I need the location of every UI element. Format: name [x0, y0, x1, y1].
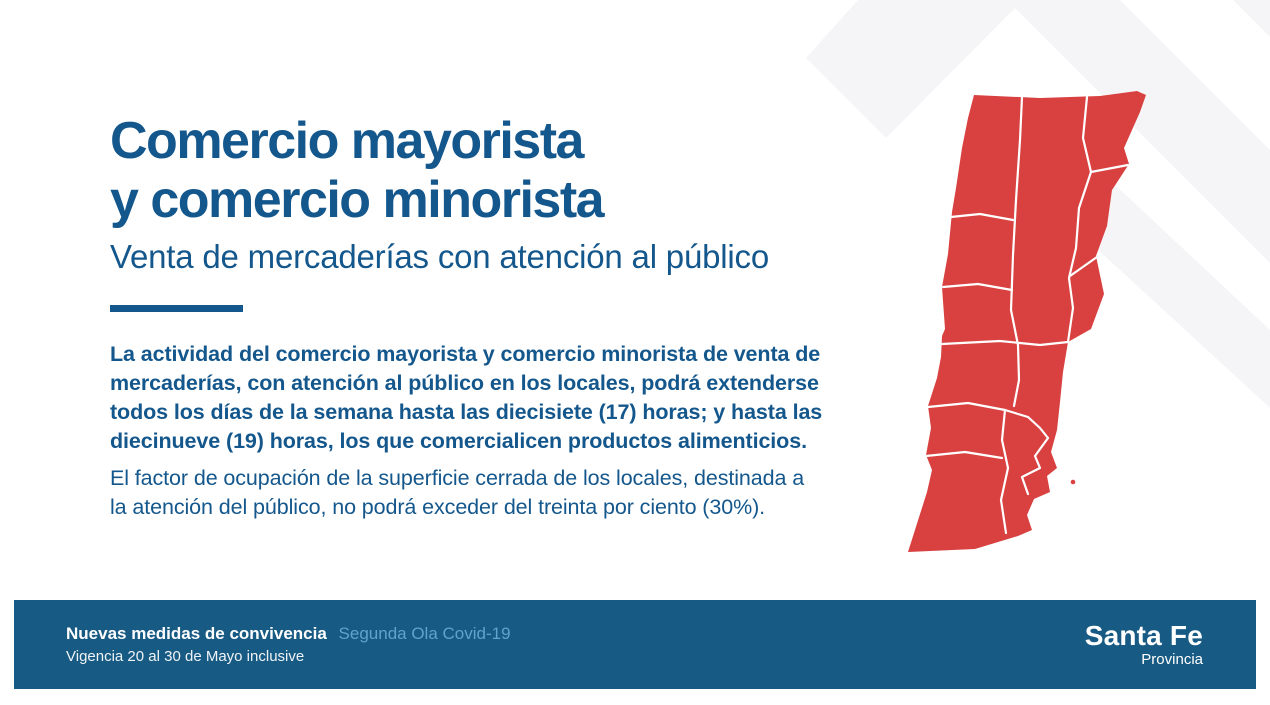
paragraph-line: El factor de ocupación de la superficie … [110, 466, 805, 490]
paragraph-line: la atención del público, no podrá excede… [110, 495, 766, 519]
footer-heading-light: Segunda Ola Covid-19 [338, 624, 511, 643]
paragraph-line: La actividad del comercio mayorista y co… [110, 342, 821, 366]
department-borders [924, 95, 1130, 535]
santa-fe-logo: Santa Fe Provincia [1085, 600, 1203, 689]
footer-text-block: Nuevas medidas de convivencia Segunda Ol… [66, 600, 511, 689]
rule-paragraph-occupancy: El factor de ocupación de la superficie … [110, 464, 900, 522]
logo-subtitle: Provincia [1141, 651, 1203, 668]
accent-divider [110, 305, 243, 312]
logo-name: Santa Fe [1084, 620, 1203, 651]
title-line-1: Comercio mayorista [110, 112, 584, 170]
santa-fe-province-map [908, 91, 1146, 552]
paragraph-line: diecinueve (19) horas, los que comercial… [110, 429, 807, 453]
footer-validity: Vigencia 20 al 30 de Mayo inclusive [66, 648, 305, 665]
page-subtitle: Venta de mercaderías con atención al púb… [110, 238, 769, 275]
title-line-2: y comercio minorista [110, 171, 605, 229]
paragraph-line: mercaderías, con atención al público en … [110, 371, 819, 395]
footer-bar: Nuevas medidas de convivencia Segunda Ol… [14, 600, 1256, 689]
page-title: Comercio mayorista y comercio minorista [110, 112, 605, 230]
paragraph-line: todos los días de la semana hasta las di… [110, 400, 823, 424]
footer-heading-bold: Nuevas medidas de convivencia [66, 624, 327, 643]
island-dot [1070, 479, 1076, 485]
footer-heading: Nuevas medidas de convivencia Segunda Ol… [66, 623, 511, 644]
rule-paragraph-hours: La actividad del comercio mayorista y co… [110, 340, 900, 456]
